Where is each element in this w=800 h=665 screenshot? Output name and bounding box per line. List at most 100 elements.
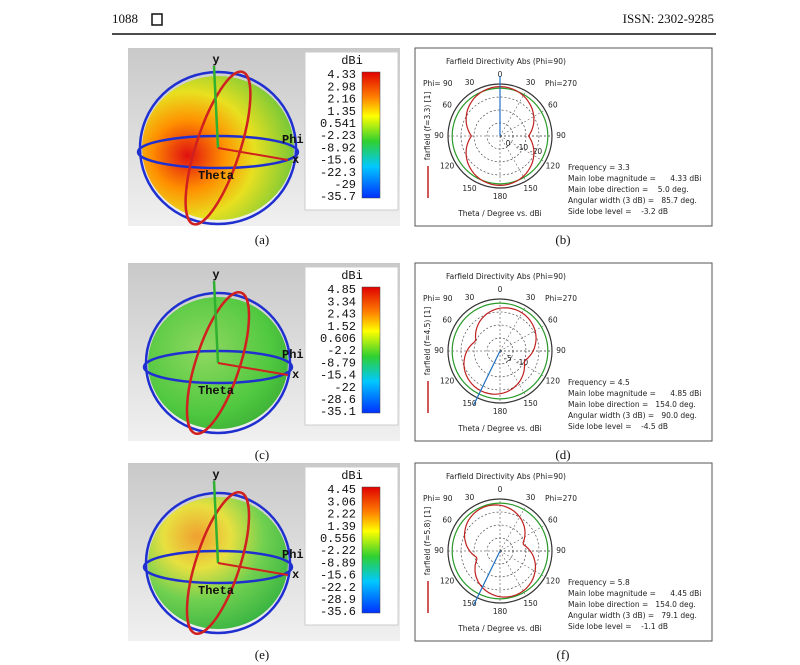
- colorbar-label: 0.556: [320, 532, 356, 546]
- page-number: 1088: [112, 11, 138, 26]
- polar-spoke: [499, 350, 546, 378]
- caption: (d): [555, 447, 570, 462]
- angle-label: 150: [523, 399, 538, 408]
- axis-label: Phi: [282, 548, 304, 562]
- axis-label: x: [292, 153, 299, 167]
- pattern-curve-red: [463, 307, 537, 395]
- axis-y: [212, 480, 220, 564]
- colorbar-label: -2.22: [320, 544, 356, 558]
- polar-axis-label: Theta / Degree vs. dBi: [457, 624, 542, 633]
- colorbar-box: [304, 466, 399, 626]
- colorbar-label: -22.3: [320, 166, 356, 180]
- polar-ring: [460, 96, 540, 176]
- colorbar-label: -29: [334, 178, 356, 192]
- phi-label: Phi= 90: [423, 494, 453, 503]
- axis-x: [217, 562, 289, 576]
- polar-spoke: [499, 305, 527, 352]
- issn: ISSN: 2302-9285: [623, 11, 714, 26]
- phi-label: Phi= 90: [423, 294, 453, 303]
- angle-label: 180: [493, 407, 508, 416]
- info-line: Angular width (3 dB) = 90.0 deg.: [568, 411, 697, 420]
- colorbar: [361, 486, 381, 614]
- angle-label: 150: [462, 184, 477, 193]
- polar-spoke: [499, 135, 546, 163]
- colorbar-label: -15.6: [320, 569, 356, 583]
- angle-label: 60: [548, 316, 558, 325]
- angle-label: 150: [462, 399, 477, 408]
- axis-x: [217, 362, 289, 376]
- colorbar-label: 1.35: [327, 105, 356, 119]
- angle-label: 120: [546, 377, 561, 386]
- info-line: Main lobe direction = 154.0 deg.: [568, 400, 696, 409]
- info-line: Main lobe magnitude = 4.85 dBi: [568, 389, 701, 398]
- angle-label: 90: [434, 346, 444, 355]
- angle-label: 30: [465, 293, 475, 302]
- info-line: Side lobe level = -1.1 dB: [568, 622, 668, 631]
- axis-label: Theta: [198, 584, 234, 598]
- polar-panel: [414, 462, 713, 642]
- angle-label: 0: [498, 70, 503, 79]
- colorbar-label: 3.34: [327, 295, 356, 309]
- phi-label: Phi=270: [545, 494, 577, 503]
- series-label: farfield (f=3.3) [1]: [423, 92, 432, 161]
- colorbar-label: -2.2: [327, 344, 356, 358]
- radial-label: -10: [516, 358, 528, 367]
- info-line: Main lobe direction = 154.0 deg.: [568, 600, 696, 609]
- colorbar-label: 0.606: [320, 332, 356, 346]
- polar-title: Farfield Directivity Abs (Phi=90): [446, 57, 566, 66]
- ring-red: [184, 70, 252, 226]
- polar-spoke: [499, 324, 546, 352]
- polar-spoke: [499, 524, 546, 552]
- colorbar-label: 4.45: [327, 483, 356, 497]
- colorbar-label: 2.98: [327, 80, 356, 94]
- colorbar-label: -22.2: [320, 581, 356, 595]
- colorbar-label: -8.79: [320, 356, 356, 370]
- colorbar-unit: dBi: [341, 54, 363, 68]
- colorbar-box: [304, 51, 399, 211]
- colorbar-label: -28.6: [320, 393, 356, 407]
- angle-label: 180: [493, 607, 508, 616]
- angle-label: 120: [440, 377, 455, 386]
- angle-label: 120: [440, 577, 455, 586]
- axis-y: [212, 65, 220, 149]
- polar-spoke: [499, 550, 527, 597]
- polar-ring: [460, 311, 540, 391]
- axis-label: Phi: [282, 133, 304, 147]
- info-line: Side lobe level = -4.5 dB: [568, 422, 668, 431]
- icon: [151, 13, 163, 26]
- colorbar-label: -8.89: [320, 556, 356, 570]
- colorbar-label: 1.39: [327, 520, 356, 534]
- caption: (e): [255, 647, 269, 662]
- colorbar-unit: dBi: [341, 469, 363, 483]
- angle-label: 90: [556, 546, 566, 555]
- colorbar-label: 2.43: [327, 308, 356, 322]
- colorbar-unit: dBi: [341, 269, 363, 283]
- info-line: Frequency = 3.3: [568, 163, 630, 172]
- axis-label: y: [212, 468, 219, 482]
- axis-label: x: [292, 568, 299, 582]
- colorbar-label: -35.6: [320, 605, 356, 619]
- axis-label: y: [212, 53, 219, 67]
- main-lobe: [473, 350, 501, 406]
- pattern-curve-green: [451, 502, 549, 600]
- radial-label: -5: [504, 354, 512, 363]
- colorbar-label: 2.16: [327, 93, 356, 107]
- axis-label: Theta: [198, 169, 234, 183]
- axis-label: y: [212, 268, 219, 282]
- polar-title: Farfield Directivity Abs (Phi=90): [446, 272, 566, 281]
- polar-axis-label: Theta / Degree vs. dBi: [457, 209, 542, 218]
- colorbar-label: -35.7: [320, 190, 356, 204]
- phi-label: Phi=270: [545, 79, 577, 88]
- angle-label: 90: [556, 131, 566, 140]
- info-line: Side lobe level = -3.2 dB: [568, 207, 668, 216]
- angle-label: 90: [434, 546, 444, 555]
- info-line: Main lobe magnitude = 4.33 dBi: [568, 174, 701, 183]
- info-line: Angular width (3 dB) = 85.7 deg.: [568, 196, 697, 205]
- polar-panel: [414, 262, 713, 442]
- polar-spoke: [499, 550, 546, 578]
- polar-spoke: [499, 350, 527, 397]
- angle-label: 120: [546, 577, 561, 586]
- phi-label: Phi= 90: [423, 79, 453, 88]
- caption: (c): [255, 447, 269, 462]
- info-line: Main lobe direction = 5.0 deg.: [568, 185, 689, 194]
